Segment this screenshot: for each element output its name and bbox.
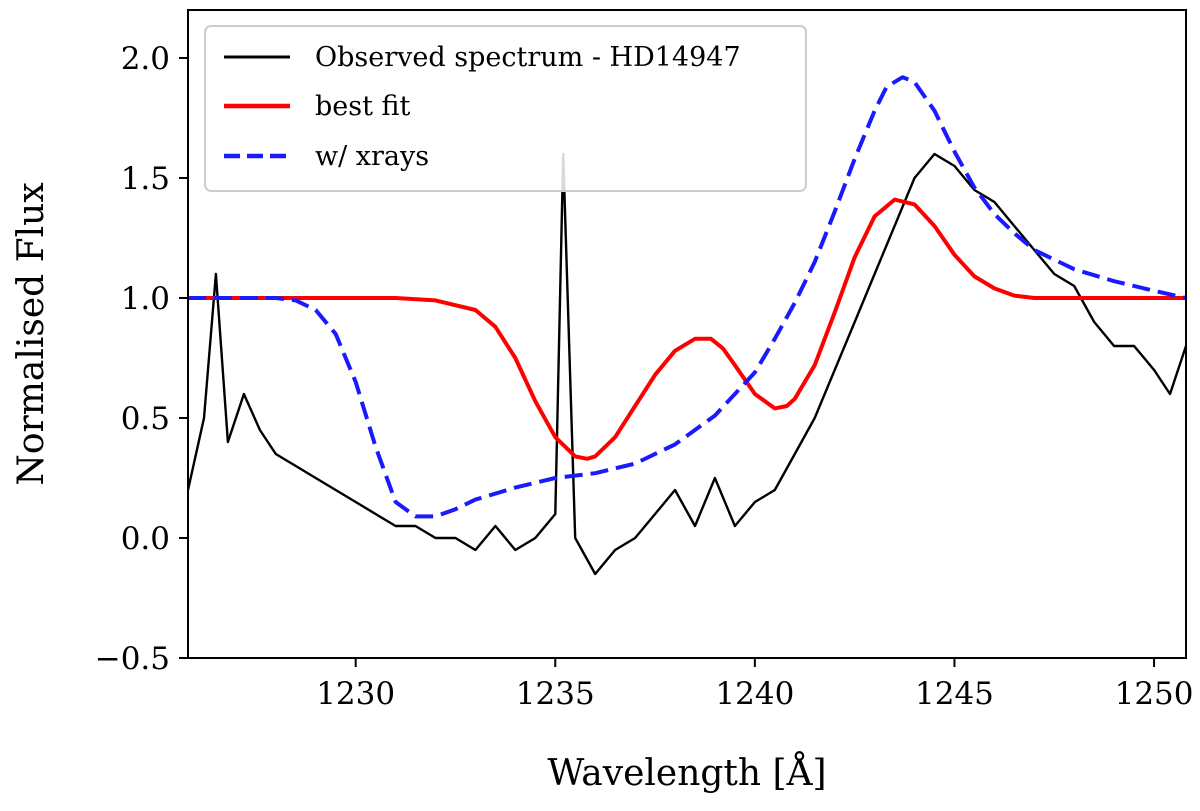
- x-tick-label: 1230: [316, 676, 395, 712]
- x-tick-label: 1250: [1115, 676, 1194, 712]
- legend-label-best-fit: best fit: [315, 91, 411, 122]
- x-tick-label: 1235: [516, 676, 595, 712]
- y-tick-label: 0.5: [121, 401, 170, 437]
- x-axis-label: Wavelength [Å]: [547, 752, 826, 794]
- legend-label-xrays: w/ xrays: [315, 141, 429, 172]
- x-tick-label: 1240: [715, 676, 794, 712]
- series-line-observed-spectrum: [188, 152, 1186, 576]
- x-tick-label: 1245: [915, 676, 994, 712]
- ticks-layer: 1230 1235 1240 1245 1250 −0.5 0.0 0.5 1.0 1.5 2.0: [95, 41, 1194, 712]
- y-tick-label: 0.0: [121, 521, 170, 557]
- series-line-w-xrays: [188, 75, 1186, 519]
- plot-frame: [187, 9, 1187, 659]
- y-tick-label: 1.0: [121, 281, 170, 317]
- legend: Observed spectrum - HD14947 best fit w/ …: [204, 25, 807, 192]
- series-layer: [188, 75, 1186, 576]
- legend-box: [204, 25, 807, 192]
- series-line-best-fit: [188, 197, 1186, 461]
- y-tick-label: 2.0: [121, 41, 170, 77]
- y-axis-label: Normalised Flux: [11, 182, 52, 485]
- legend-label-observed: Observed spectrum - HD14947: [315, 42, 741, 73]
- y-tick-label: 1.5: [121, 161, 170, 197]
- y-tick-label: −0.5: [95, 641, 170, 677]
